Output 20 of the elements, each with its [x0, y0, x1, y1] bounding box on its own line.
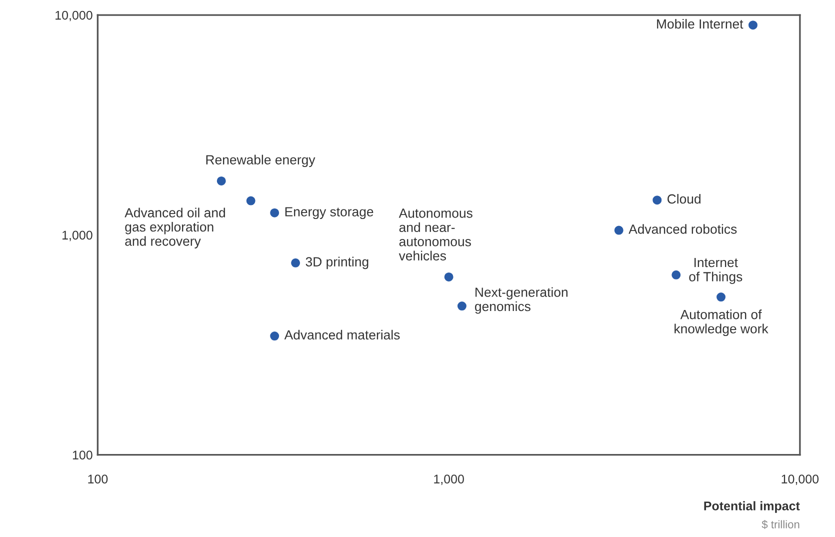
annotation: Internet of Things — [689, 258, 742, 284]
annotation: Renewable energy — [206, 154, 316, 168]
text: $ trillion — [762, 520, 800, 530]
y-tick-label: 100 — [72, 450, 92, 460]
annotation: Automation of knowledge work — [674, 310, 768, 336]
x-tick-label: 1,000 — [434, 474, 464, 485]
annotation: Advanced oil and gas exploration and recovery — [124, 208, 225, 248]
annotation: Advanced materials — [284, 330, 400, 340]
annotation: Energy storage — [285, 207, 374, 220]
annotation: Mobile Internet — [657, 18, 744, 29]
annotation: 3D printing — [306, 256, 368, 270]
y-tick-label: 1,000 — [62, 230, 92, 242]
x-tick-label: 100 — [88, 474, 108, 484]
x-tick-label: 10,000 — [782, 474, 819, 485]
annotation: Autonomous and near- autonomous vehicles — [398, 208, 472, 260]
annotation: Cloud — [668, 194, 700, 204]
annotation: Advanced robotics — [628, 224, 737, 234]
x-axis-title: Potential impact — [704, 501, 800, 513]
y-tick-label: 10,000 — [56, 10, 92, 22]
annotation: Next-generation genomics — [475, 287, 568, 314]
